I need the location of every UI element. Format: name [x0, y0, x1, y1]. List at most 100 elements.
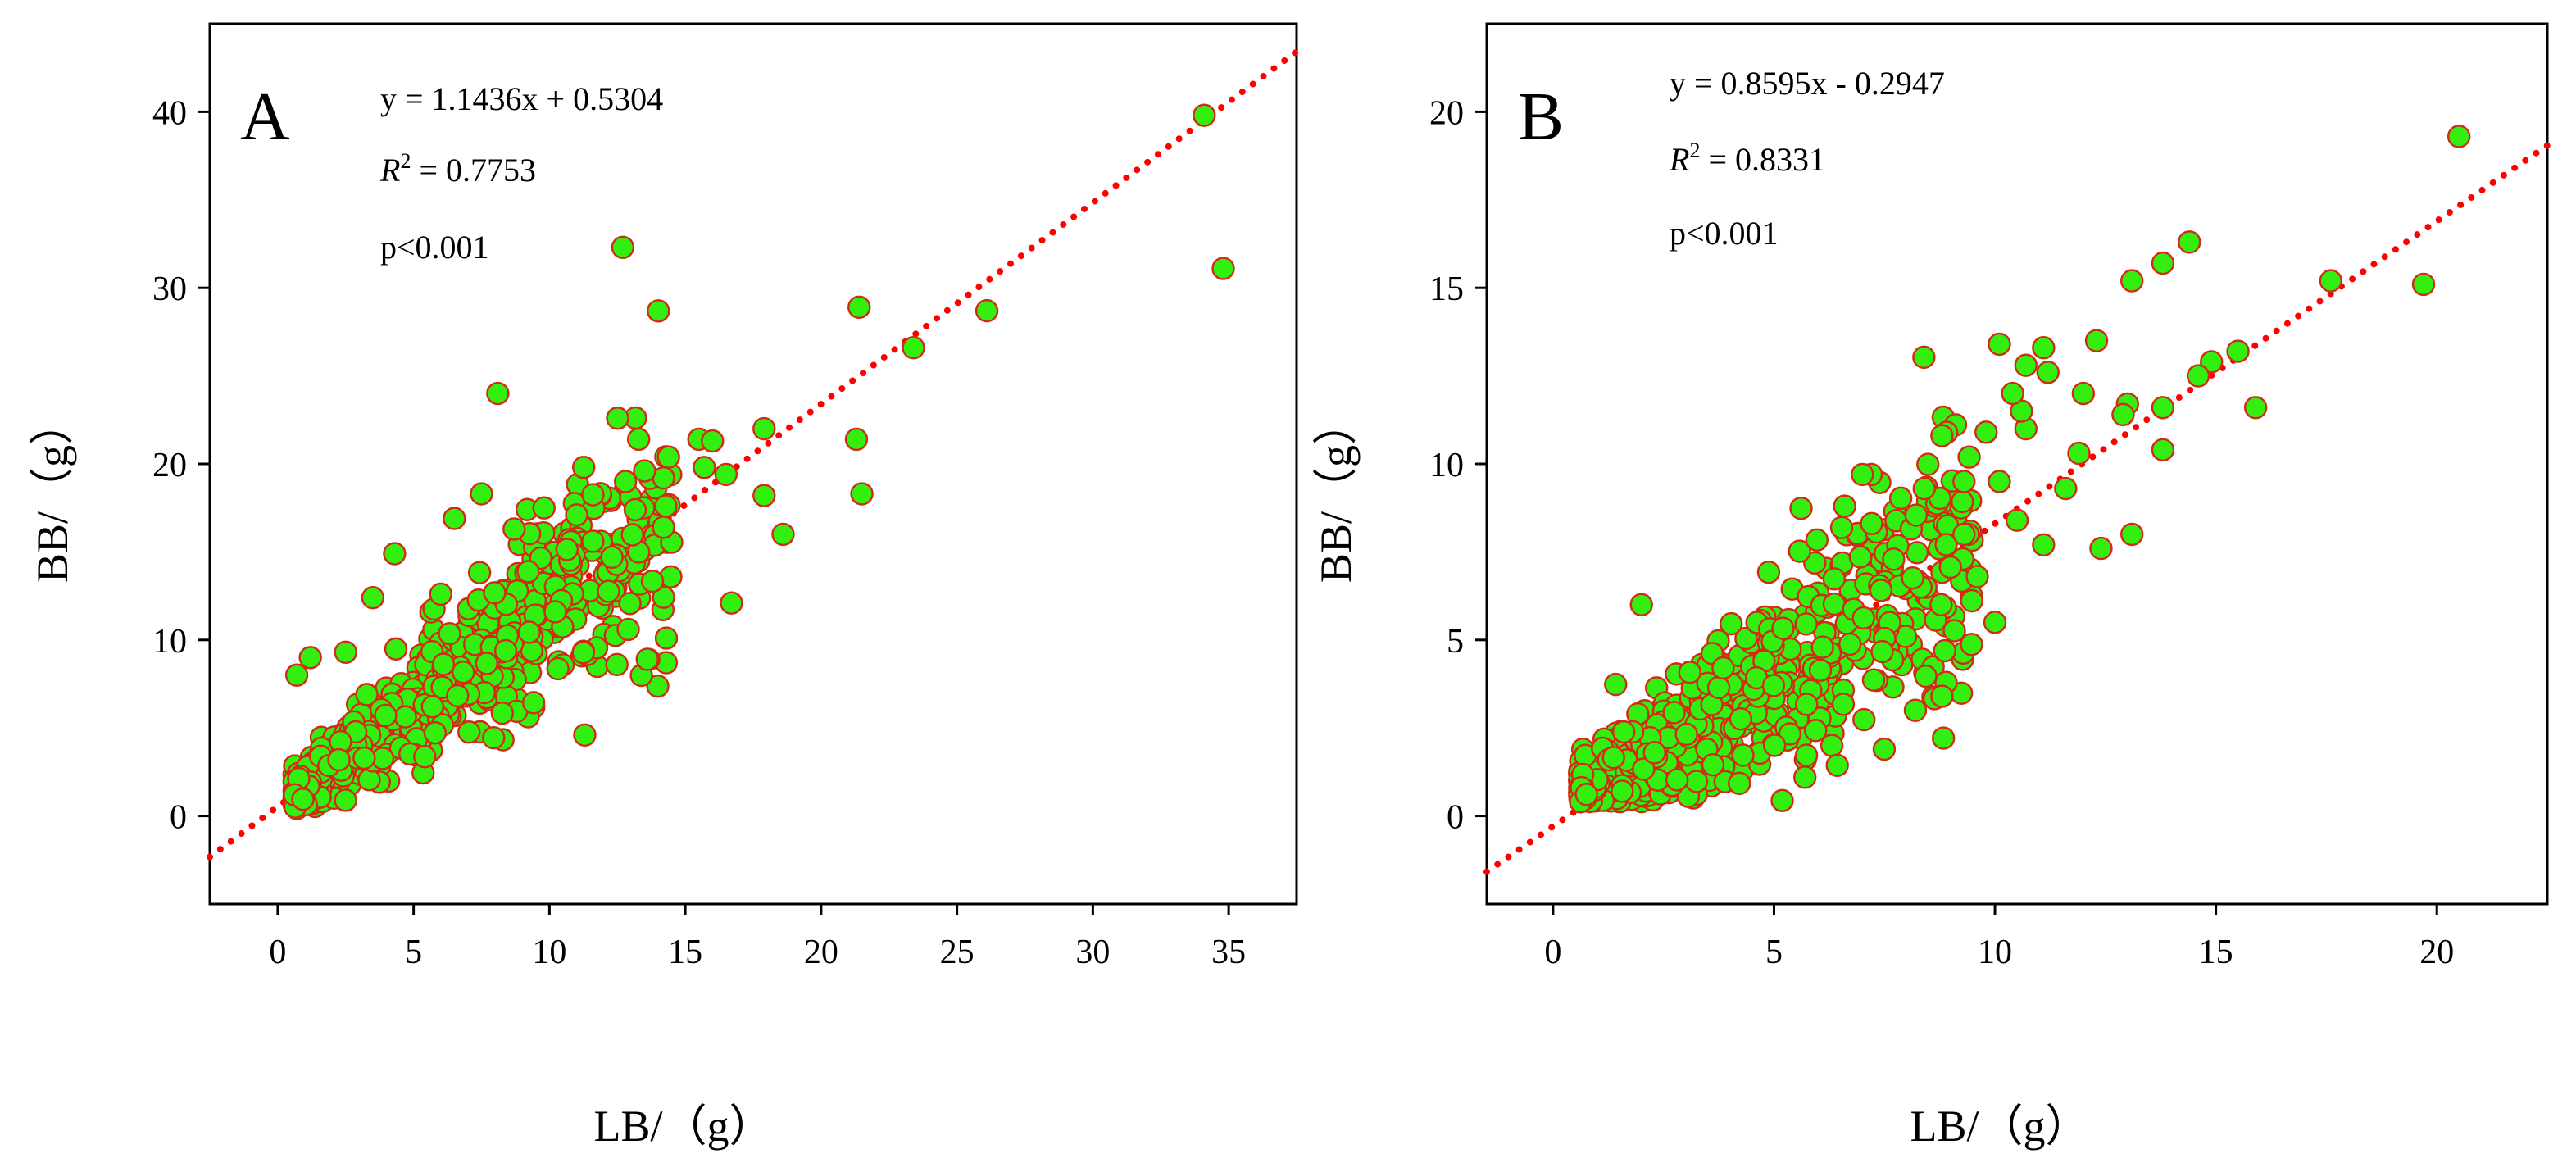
panel-a-data-point [482, 726, 506, 750]
panel-a-data-point [470, 482, 493, 506]
panel-b-data-point [1805, 528, 1829, 552]
panel-b-data-point [1678, 661, 1701, 684]
panel-b-data-point [2119, 522, 2144, 547]
panel-b-data-point [1938, 555, 1962, 579]
panel-b-data-point [1888, 486, 1913, 511]
panel-b-data-point [1988, 332, 2011, 357]
panel-b-data-point [1942, 619, 1966, 643]
panel-b-data-point [1762, 734, 1787, 757]
panel-b-r-squared: R2 = 0.8331 [1669, 139, 1825, 178]
panel-a-data-point [431, 652, 456, 676]
panel-b-data-point [2001, 381, 2024, 406]
panel-a-data-point [374, 703, 398, 728]
panel-a-tick-labels: 0 5 10 15 20 25 30 35 0 10 20 30 40 [152, 94, 1246, 971]
panel-a-data-point [581, 483, 605, 507]
panel-b-data-point [1574, 783, 1598, 806]
panel-b-data-point [1771, 616, 1795, 640]
panel-a-data-point [467, 561, 492, 584]
panel-a-data-point [420, 695, 445, 719]
panel-b-data-point [1601, 746, 1625, 770]
panel-b-data-point [2071, 381, 2096, 406]
panel-a-x-tick-label: 20 [804, 934, 838, 971]
panel-b-data-point [1848, 545, 1873, 569]
panel-a-data-point [652, 516, 675, 539]
panel-a-data-point [393, 705, 417, 729]
panel-a-data-point [640, 569, 665, 593]
panel-a-data-point [446, 684, 470, 708]
panel-a-r-squared: R2 = 0.7753 [379, 149, 536, 189]
panel-b-data-point [1872, 737, 1897, 761]
panel-b-data-point [1851, 606, 1875, 630]
panel-a-x-axis-label: LB/（g） [593, 1102, 773, 1151]
panel-b-data-point [2200, 350, 2224, 374]
panel-b-data-point [1729, 706, 1753, 731]
panel-b-data-point [1665, 768, 1689, 792]
panel-a-y-tick-label: 40 [152, 94, 187, 132]
panel-b-y-tick-label: 15 [1429, 270, 1464, 308]
panel-a-data-point [521, 691, 546, 715]
panel-a-data-point [475, 652, 498, 675]
panel-b-data-point [1903, 698, 1928, 722]
panel-a-x-tick-label: 30 [1075, 934, 1110, 971]
panel-a-data-point [565, 503, 588, 527]
panel-b-data-point [1825, 753, 1849, 777]
panel-b-data-point [1916, 452, 1940, 476]
panel-b-data-point [1831, 693, 1856, 716]
panel-a-data-point [413, 745, 437, 769]
panel-a: 0 5 10 15 20 25 30 35 0 10 20 30 40 A y = 1.1436x + … [28, 22, 1300, 1151]
panel-b-data-point [2089, 536, 2113, 561]
panel-b-data-point [2319, 269, 2343, 293]
panel-a-data-point [597, 579, 620, 603]
panel-b-x-tick-label: 5 [1765, 934, 1783, 971]
panel-b-data-point [1734, 626, 1758, 651]
panel-b-tick-labels: 0 5 10 15 20 0 5 10 15 20 [1429, 94, 2454, 971]
panel-a-letter: A [240, 79, 290, 155]
panel-b-data-point [1770, 788, 1794, 813]
panel-a-data-point [633, 459, 656, 483]
panel-a-data-point [490, 701, 515, 725]
panel-b-data-point [1914, 664, 1938, 688]
panel-b-letter: B [1518, 79, 1564, 155]
panel-b-data-point [1930, 684, 1954, 708]
panel-a-data-point [383, 542, 407, 566]
panel-b-data-point [1965, 565, 1989, 588]
panel-a-y-tick-label: 10 [152, 623, 187, 661]
panel-a-data-point [693, 456, 716, 479]
panel-b-x-tick-label: 20 [2419, 934, 2454, 971]
panel-b-data-point [1960, 633, 1983, 656]
panel-b-data-point [1833, 494, 1856, 518]
panel-a-x-tick-label: 25 [940, 934, 975, 971]
panel-b-data-point [1756, 560, 1781, 584]
panel-a-data-point [571, 455, 596, 479]
panel-b-data-point [1829, 516, 1854, 539]
panel-b-data-point [1860, 511, 1883, 535]
panel-a-data-point [361, 586, 385, 610]
panel-b-data-point [1951, 489, 1974, 514]
panel-a-data-point [486, 381, 510, 406]
panel-b-y-tick-label: 0 [1447, 799, 1464, 837]
panel-b-data-point [1808, 658, 1833, 683]
panel-b-ticks [1475, 110, 2438, 915]
panel-b-data-point [1952, 470, 1976, 493]
panel-a-y-tick-label: 20 [152, 447, 187, 484]
panel-b-data-point [1933, 638, 1956, 663]
panel-a-x-tick-label: 35 [1211, 934, 1246, 971]
panel-a-data-point [334, 788, 357, 812]
panel-b-data-point [1930, 424, 1954, 447]
panel-a-data-point [654, 626, 679, 650]
panel-a-data-point [1211, 257, 1235, 280]
panel-a-data-point [543, 600, 567, 624]
panel-b-data-point [1851, 462, 1874, 487]
panel-a-data-point [850, 482, 874, 506]
panel-b-data-point [1795, 693, 1819, 716]
panel-a-x-tick-label: 15 [668, 934, 702, 971]
panel-a-equation: y = 1.1436x + 0.5304 [380, 80, 663, 117]
panel-b-data-point [1794, 612, 1818, 636]
panel-b-data-point [1822, 592, 1847, 616]
panel-a-data-point [714, 462, 738, 487]
panel-b-data-point [1912, 476, 1936, 501]
panel-b-equation: y = 0.8595x - 0.2947 [1670, 65, 1945, 102]
panel-a-ticks [198, 110, 1230, 915]
panel-a-data-point [752, 416, 776, 441]
